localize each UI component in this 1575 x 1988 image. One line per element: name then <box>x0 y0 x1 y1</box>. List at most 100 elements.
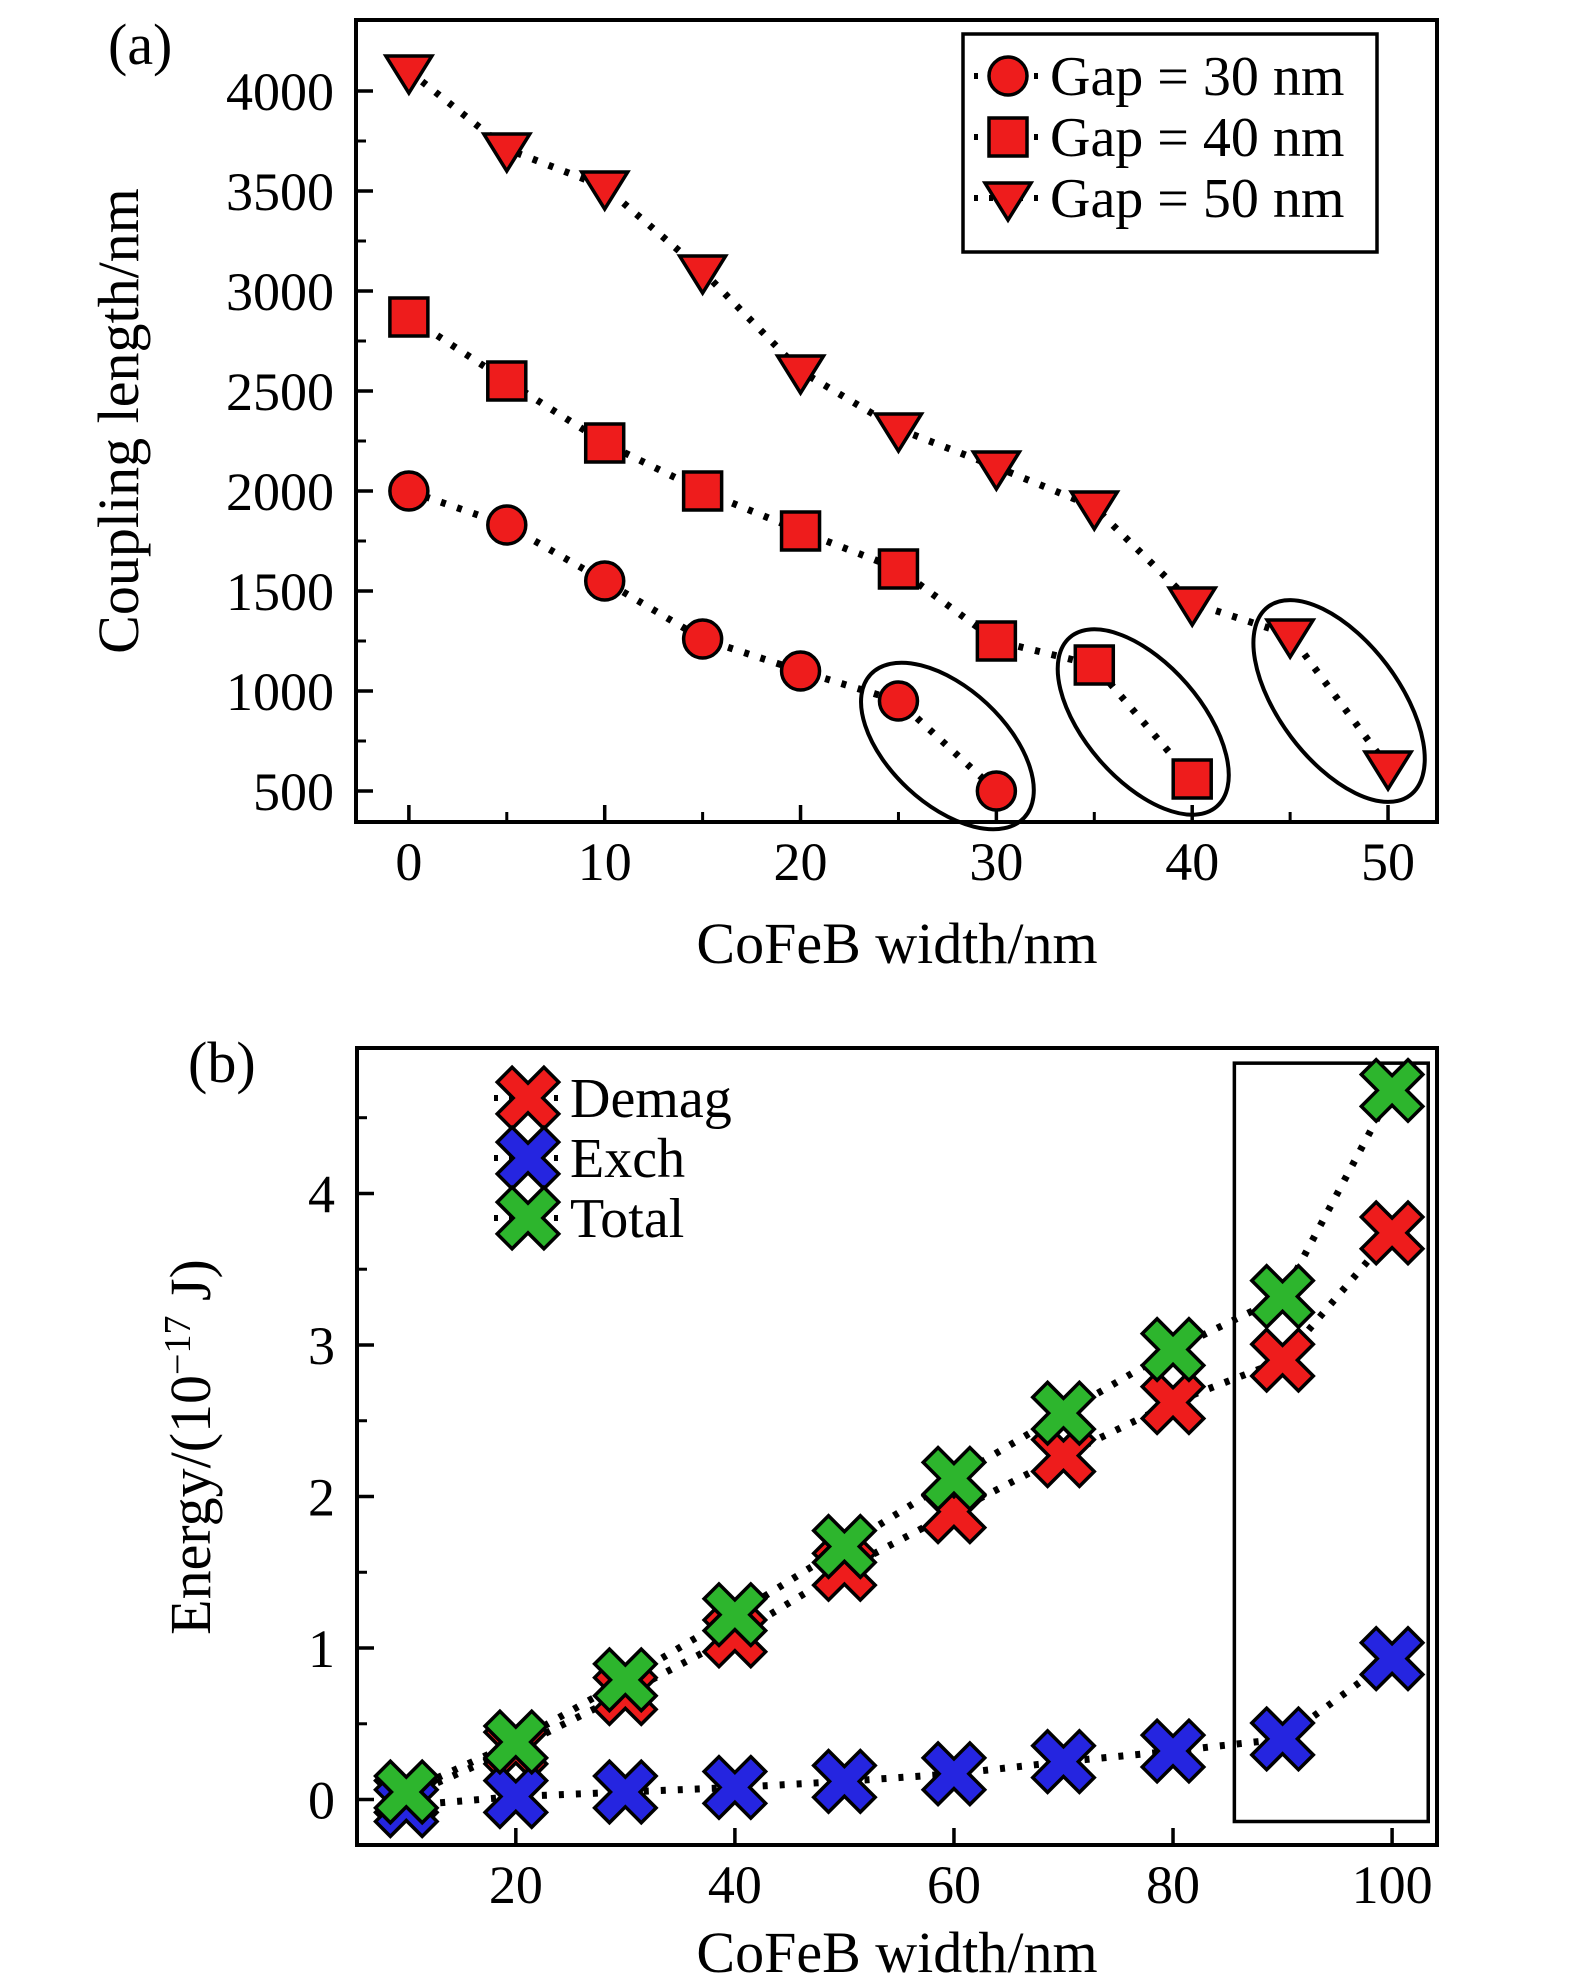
b-y-tick-label: 2 <box>308 1468 335 1528</box>
b-series-line <box>404 1230 1395 1800</box>
b-legend-label: Demag <box>570 1068 732 1130</box>
a-x-tick-label: 20 <box>774 832 828 892</box>
b-plot-border <box>355 1046 1439 1847</box>
b-data-point <box>1358 1199 1426 1267</box>
b-data-point <box>920 1740 988 1808</box>
panel-a-plot: 0 10 20 30 40 50 500 1000 1500 2000 2500 3000 3500 40… <box>226 18 1439 892</box>
a-y-tick-label: 2000 <box>226 462 334 522</box>
b-y-tick-label: 1 <box>308 1619 335 1679</box>
a-data-point <box>774 354 827 397</box>
b-data-point <box>920 1445 988 1512</box>
a-legend-box <box>961 32 1379 254</box>
b-xaxis-title: CoFeB width/nm <box>696 1920 1097 1985</box>
b-x-tick-label: 60 <box>927 1855 981 1915</box>
a-data-point <box>578 170 631 213</box>
a-xaxis-title: CoFeB width/nm <box>696 911 1097 976</box>
a-data-point <box>676 254 729 297</box>
b-series-line <box>406 1655 1395 1810</box>
b-data-point <box>1249 1263 1316 1330</box>
a-data-point <box>975 620 1018 662</box>
a-legend-label: Gap = 40 nm <box>1050 107 1344 169</box>
b-data-point <box>1139 1717 1207 1785</box>
b-x-tick-label: 100 <box>1352 1855 1433 1915</box>
a-data-point <box>681 618 724 660</box>
panel-b-label: (b) <box>188 1030 256 1095</box>
a-data-point <box>779 650 822 692</box>
a-data-point <box>975 770 1018 812</box>
b-highlight-rect <box>1232 1061 1430 1824</box>
a-legend-marker <box>981 181 1035 224</box>
a-data-point <box>583 422 626 464</box>
a-x-tick-label: 50 <box>1361 832 1415 892</box>
a-data-point <box>1171 758 1213 800</box>
panel-a-label: (a) <box>108 12 172 77</box>
a-data-point <box>1068 490 1121 533</box>
a-data-point <box>1073 644 1116 686</box>
b-data-point <box>811 1513 878 1580</box>
a-data-point <box>486 360 528 402</box>
a-x-tick-label: 10 <box>578 832 632 892</box>
a-data-point <box>779 510 822 552</box>
b-x-tick-label: 80 <box>1146 1855 1200 1915</box>
b-legend-label: Total <box>570 1188 684 1250</box>
b-yaxis-title-exponent: −17 <box>157 1316 199 1375</box>
a-data-point <box>382 54 436 97</box>
a-data-point <box>1263 618 1317 661</box>
a-data-point <box>681 470 724 512</box>
b-legend-label: Exch <box>570 1128 685 1190</box>
a-highlight-ellipse <box>1251 598 1427 804</box>
b-data-point <box>1139 1369 1207 1436</box>
a-data-point <box>970 450 1023 493</box>
a-yaxis-title: Coupling length/nm <box>86 188 151 654</box>
a-y-tick-label: 1500 <box>226 562 334 622</box>
panel-a: (a) CoFeB width/nm Coupling length/nm 0 1… <box>86 12 1439 976</box>
b-y-tick-label: 4 <box>308 1164 335 1224</box>
a-x-tick-label: 40 <box>1165 832 1219 892</box>
b-x-tick-label: 40 <box>708 1855 762 1915</box>
b-data-point <box>1358 1625 1426 1692</box>
b-data-point <box>373 1758 440 1826</box>
a-data-point <box>583 560 626 602</box>
b-yaxis-title-prefix: Energy/(10 <box>158 1375 223 1635</box>
a-data-point <box>872 412 925 455</box>
a-y-tick-label: 3500 <box>226 162 334 222</box>
a-data-point <box>480 132 533 175</box>
a-legend-label: Gap = 30 nm <box>1050 46 1344 108</box>
b-data-point <box>1358 1057 1426 1124</box>
b-data-point <box>1249 1326 1316 1394</box>
a-plot-border <box>354 18 1439 824</box>
b-data-point <box>1030 1379 1097 1447</box>
b-data-point <box>1030 1728 1097 1795</box>
a-data-point <box>877 548 920 590</box>
b-data-point <box>592 1646 659 1714</box>
a-y-tick-label: 500 <box>253 762 334 822</box>
b-data-point <box>1249 1705 1316 1773</box>
b-data-point <box>1139 1316 1207 1383</box>
b-yaxis-title: Energy/(10−17 J) <box>157 1259 223 1635</box>
b-legend-marker <box>494 1184 562 1252</box>
a-x-tick-label: 0 <box>395 832 422 892</box>
a-y-tick-label: 1000 <box>226 662 334 722</box>
a-y-tick-label: 4000 <box>226 62 334 122</box>
b-yaxis-title-suffix: J) <box>158 1259 223 1315</box>
b-y-tick-label: 3 <box>308 1316 335 1376</box>
b-data-point <box>701 1754 769 1821</box>
a-data-point <box>388 470 430 512</box>
panel-b: (b) CoFeB width/nm Energy/(10−17 J) 20 40… <box>157 1030 1439 1985</box>
a-y-tick-label: 2500 <box>226 362 334 422</box>
a-x-tick-label: 30 <box>969 832 1023 892</box>
a-data-point <box>877 680 920 722</box>
b-data-point <box>482 1708 550 1776</box>
b-data-point <box>592 1758 659 1826</box>
a-highlight-ellipse <box>1055 627 1231 817</box>
a-series-line <box>406 314 1195 782</box>
a-data-point <box>486 504 528 546</box>
a-legend-marker <box>987 116 1029 158</box>
a-legend-marker <box>987 55 1029 97</box>
a-highlight-ellipse <box>859 660 1036 832</box>
b-data-point <box>701 1581 769 1648</box>
a-legend-label: Gap = 50 nm <box>1050 168 1344 230</box>
b-data-point <box>811 1748 878 1815</box>
